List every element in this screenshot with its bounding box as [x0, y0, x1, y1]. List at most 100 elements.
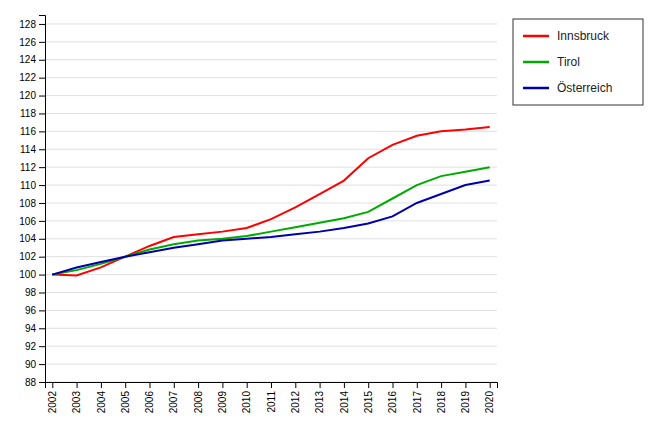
y-tick: 96	[25, 305, 45, 316]
tick-mark	[344, 382, 345, 388]
tick-mark	[39, 292, 45, 293]
tick-label: 114	[20, 144, 36, 155]
grid-line	[45, 149, 497, 150]
tick-label: 98	[25, 287, 37, 298]
tick-mark	[39, 346, 45, 347]
lines	[52, 127, 489, 276]
tick-mark	[295, 382, 296, 388]
grid-line	[45, 364, 497, 365]
tick-mark	[39, 364, 45, 365]
grid-line	[45, 256, 497, 257]
tick-label: 2003	[71, 391, 82, 414]
x-tick: 2003	[71, 382, 82, 413]
grid-line	[45, 238, 497, 239]
tick-label: 102	[19, 251, 36, 262]
grid-line	[45, 131, 497, 132]
axis-line	[46, 383, 498, 389]
y-tick: 116	[20, 126, 45, 137]
tick-label: 116	[20, 126, 36, 137]
y-tick: 98	[25, 287, 45, 298]
y-tick: 126	[19, 37, 45, 48]
plot: 2002200320042005200620072008200920102011…	[19, 16, 643, 414]
tick-label: 88	[25, 377, 37, 388]
x-tick: 2018	[436, 382, 447, 413]
series-line	[52, 167, 489, 274]
tick-mark	[417, 382, 418, 388]
x-tick: 2017	[412, 382, 423, 413]
y-tick: 108	[19, 198, 45, 209]
tick-mark	[247, 382, 248, 388]
y-tick: 110	[20, 180, 45, 191]
tick-label: 2010	[241, 391, 252, 414]
tick-label: 2015	[363, 391, 374, 414]
legend-label: Tirol	[557, 55, 580, 69]
tick-mark	[39, 275, 45, 276]
tick-mark	[101, 382, 102, 388]
y-tick: 90	[25, 359, 45, 370]
tick-label: 2020	[484, 391, 495, 414]
grid-line	[45, 185, 497, 186]
series-line	[52, 181, 489, 275]
y-tick: 100	[19, 269, 45, 280]
tick-mark	[490, 382, 491, 388]
tick-mark	[222, 382, 223, 388]
tick-label: 2006	[144, 391, 155, 414]
tick-label: 2012	[290, 391, 301, 414]
legend: InnsbruckTirolÖsterreich	[513, 19, 643, 105]
tick-mark	[39, 167, 45, 168]
tick-mark	[320, 382, 321, 388]
tick-mark	[39, 131, 45, 132]
x-tick: 2013	[314, 382, 325, 413]
y-tick: 104	[19, 233, 45, 244]
y-tick: 128	[19, 19, 45, 30]
y-tick: 112	[20, 162, 45, 173]
tick-mark	[39, 221, 45, 222]
legend-label: Innsbruck	[557, 29, 610, 43]
tick-mark	[39, 96, 45, 97]
x-tick: 2012	[290, 382, 301, 413]
tick-label: 112	[20, 162, 36, 173]
tick-label: 2004	[96, 391, 107, 414]
tick-mark	[149, 382, 150, 388]
y-tick: 102	[19, 251, 45, 262]
tick-mark	[52, 382, 53, 388]
tick-label: 128	[19, 19, 36, 30]
tick-mark	[441, 382, 442, 388]
tick-mark	[39, 149, 45, 150]
grid-line	[45, 202, 497, 203]
grid-line	[45, 113, 497, 114]
tick-label: 126	[19, 37, 36, 48]
tick-mark	[39, 113, 45, 114]
x-tick: 2006	[144, 382, 155, 413]
grid-line	[45, 167, 497, 168]
grid-line	[45, 292, 497, 293]
x-tick: 2004	[96, 382, 107, 413]
x-tick: 2002	[47, 382, 58, 413]
tick-label: 2002	[47, 391, 58, 414]
tick-mark	[39, 78, 45, 79]
x-tick: 2008	[193, 382, 204, 413]
tick-mark	[39, 310, 45, 311]
tick-mark	[39, 382, 45, 383]
legend-box	[513, 19, 643, 105]
tick-mark	[198, 382, 199, 388]
grid-line	[45, 77, 497, 78]
y-tick: 122	[19, 72, 45, 83]
tick-mark	[39, 328, 45, 329]
y-tick: 118	[20, 108, 45, 119]
grid-line	[45, 346, 497, 347]
tick-label: 2013	[314, 391, 325, 414]
tick-mark	[125, 382, 126, 388]
tick-label: 100	[19, 269, 36, 280]
x-tick: 2020	[484, 382, 495, 413]
y-tick: 88	[25, 377, 45, 388]
y-tick: 106	[19, 216, 45, 227]
tick-label: 2011	[266, 391, 277, 413]
x-axis: 2002200320042005200620072008200920102011…	[46, 382, 498, 413]
tick-label: 110	[20, 180, 36, 191]
tick-label: 2014	[339, 391, 350, 414]
tick-label: 104	[19, 233, 36, 244]
tick-label: 124	[19, 54, 36, 65]
legend-item: Tirol	[523, 55, 580, 69]
tick-mark	[39, 60, 45, 61]
